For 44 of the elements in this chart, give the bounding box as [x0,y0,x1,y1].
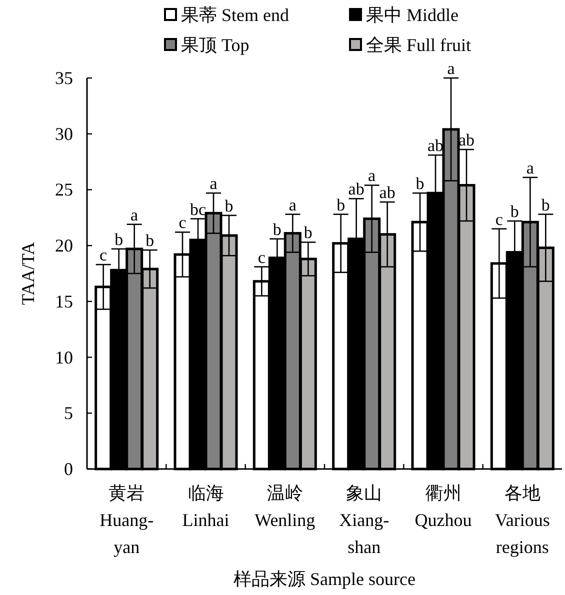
data-label: a [368,166,376,186]
data-label: b [304,223,312,242]
data-label: b [416,174,424,194]
legend-label: 果顶 Top [181,35,250,55]
data-label: c [100,246,108,265]
data-label: ab [379,183,396,202]
data-label: b [224,196,234,216]
data-label: b [510,202,519,221]
data-label: b [541,195,550,214]
data-label: a [130,205,139,224]
data-label: ab [348,180,364,199]
data-label: b [114,230,124,249]
data-label: a [447,59,456,78]
data-label: c [258,248,266,267]
data-label: a [288,195,297,214]
y-tick-label: 5 [64,403,73,424]
y-tick-label: 15 [55,291,73,312]
data-label: ab [458,130,475,150]
y-axis-title: TAA/TA [18,242,38,306]
x-axis-title: 样品来源 Sample source [234,569,416,589]
data-label: b [336,195,346,214]
y-tick-label: 35 [55,68,73,88]
x-tick-label: 各地 Various regions [494,483,550,557]
data-label: c [178,213,187,232]
data-label: b [146,231,154,250]
legend-label: 全果 Full fruit [366,35,472,55]
data-label: b [272,220,282,239]
data-label: ab [427,136,444,156]
y-tick-label: 10 [55,347,73,368]
x-tick-label: 温岭 Wenling [254,483,316,530]
x-tick-label: 衢州 Quzhou [414,483,472,530]
x-tick-label: 象山 Xiang- shan [339,483,390,557]
legend-label: 果蒂 Stem end [181,5,289,25]
y-tick-label: 25 [55,180,73,200]
data-label: bc [190,200,206,219]
x-tick-label: 黄岩 Huang- yan [100,483,154,557]
data-label: a [526,158,534,178]
data-label: c [495,210,504,229]
y-tick-label: 0 [64,459,73,479]
legend-label: 果中 Middle [366,5,459,25]
y-tick-label: 30 [55,124,73,144]
data-label: a [210,174,218,194]
y-tick-label: 20 [55,236,73,256]
x-tick-label: 临海 Linhai [182,483,230,530]
